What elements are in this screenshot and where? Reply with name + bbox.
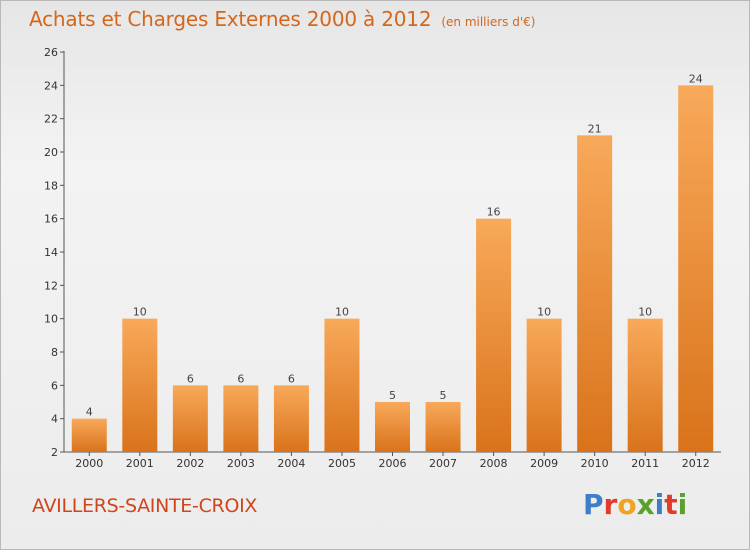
- x-tick-label: 2000: [75, 457, 103, 470]
- logo-letter: r: [603, 488, 618, 521]
- y-tick-label: 20: [44, 146, 58, 159]
- bar-value-label: 6: [237, 372, 244, 385]
- x-tick-label: 2011: [631, 457, 659, 470]
- chart-unit: (en milliers d'€): [441, 15, 536, 29]
- y-tick-label: 4: [51, 413, 58, 426]
- x-tick-label: 2006: [379, 457, 407, 470]
- y-tick-label: 18: [44, 179, 58, 192]
- bars: [71, 85, 714, 453]
- bar-value-label: 5: [389, 389, 396, 402]
- x-tick-label: 2012: [682, 457, 710, 470]
- logo-letter: P: [583, 488, 604, 521]
- x-tick-label: 2004: [277, 457, 305, 470]
- bar: [273, 385, 309, 452]
- bar-value-label: 24: [689, 72, 703, 85]
- bar-value-label: 4: [86, 406, 93, 419]
- y-tick-label: 24: [44, 79, 58, 92]
- bar-value-label: 10: [133, 306, 147, 319]
- y-tick-label: 26: [44, 46, 58, 59]
- bar-value-label: 6: [288, 372, 295, 385]
- chart-title: Achats et Charges Externes 2000 à 2012: [29, 7, 432, 31]
- x-tick-label: 2005: [328, 457, 356, 470]
- bar: [678, 85, 714, 452]
- logo-letter: i: [677, 488, 688, 521]
- y-tick-label: 22: [44, 113, 58, 126]
- bar: [172, 385, 208, 452]
- x-tick-label: 2002: [176, 457, 204, 470]
- title-block: Achats et Charges Externes 2000 à 2012 (e…: [29, 7, 535, 31]
- bar-value-label: 10: [537, 306, 551, 319]
- bar: [223, 385, 259, 452]
- bar: [577, 135, 613, 453]
- x-tick-label: 2001: [126, 457, 154, 470]
- logo-letter: o: [617, 488, 637, 521]
- y-tick-label: 2: [51, 446, 58, 459]
- logo-letter: x: [636, 488, 655, 521]
- bar-value-label: 5: [440, 389, 447, 402]
- bar: [122, 318, 158, 452]
- y-tick-label: 10: [44, 313, 58, 326]
- x-tick-label: 2010: [581, 457, 609, 470]
- y-tick-label: 8: [51, 346, 58, 359]
- bar: [627, 318, 663, 452]
- y-tick-label: 14: [44, 246, 58, 259]
- bar: [476, 218, 512, 452]
- bar: [324, 318, 360, 452]
- x-tick-label: 2007: [429, 457, 457, 470]
- x-tick-label: 2009: [530, 457, 558, 470]
- commune-name: AVILLERS-SAINTE-CROIX: [32, 495, 258, 517]
- bar: [375, 402, 410, 452]
- y-tick-label: 6: [51, 379, 58, 392]
- bar: [425, 402, 461, 452]
- bar-value-label: 10: [335, 306, 349, 319]
- proxiti-logo: Proxiti: [583, 488, 687, 521]
- logo-letter: i: [654, 488, 665, 521]
- labels: 2000 4 2001 10 2002 6 2003 6 2004 6 2005 10 2006 5 200…: [75, 72, 709, 470]
- y-tick-label: 16: [44, 213, 58, 226]
- bar-value-label: 21: [588, 122, 602, 135]
- bar: [526, 318, 562, 452]
- bar-value-label: 6: [187, 372, 194, 385]
- x-tick-label: 2003: [227, 457, 255, 470]
- bar-value-label: 10: [638, 306, 652, 319]
- logo-letter: t: [664, 488, 678, 521]
- y-tick-label: 12: [44, 279, 58, 292]
- bar-value-label: 16: [487, 206, 501, 219]
- bar: [71, 418, 107, 452]
- x-tick-label: 2008: [480, 457, 508, 470]
